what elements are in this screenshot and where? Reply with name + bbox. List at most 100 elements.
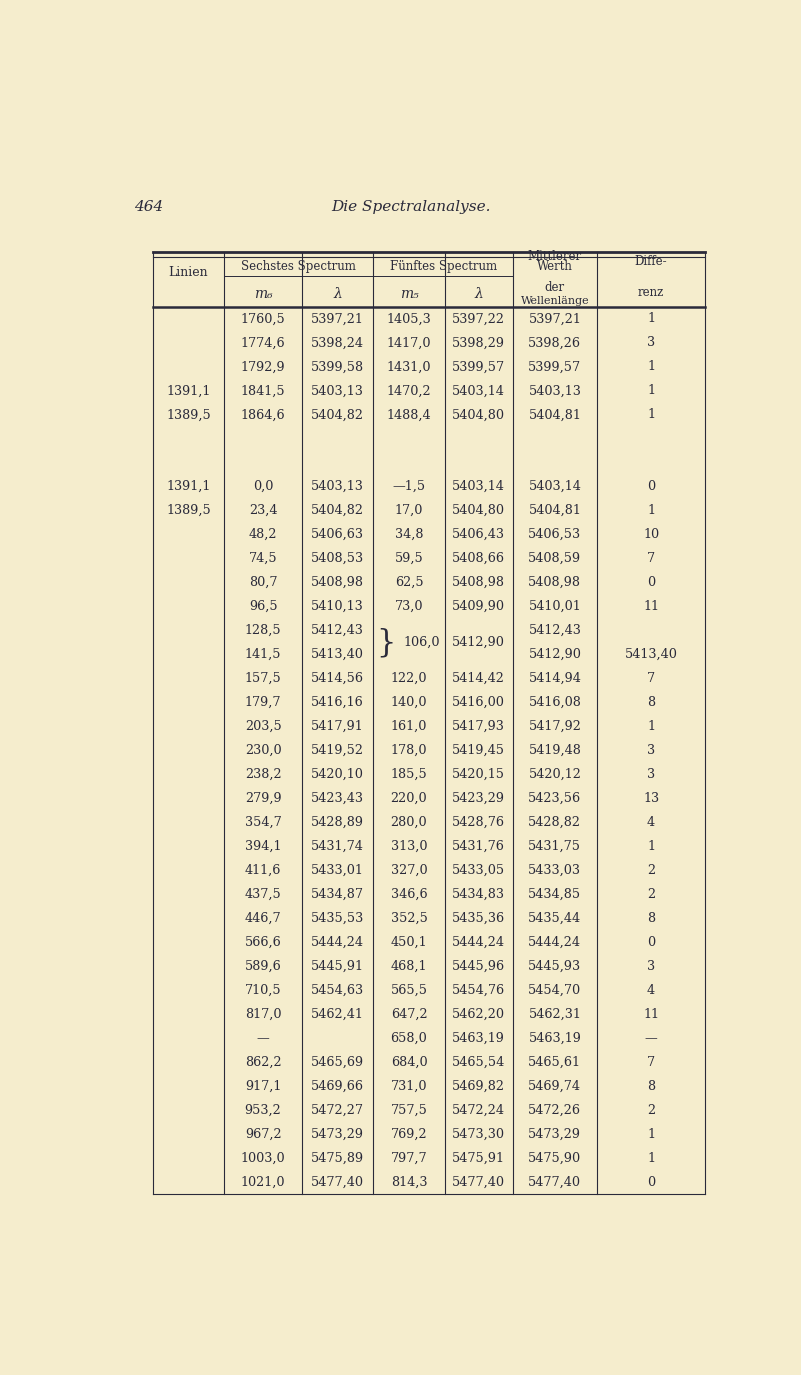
Text: 5406,63: 5406,63 — [311, 528, 364, 542]
Text: 5428,82: 5428,82 — [529, 815, 582, 829]
Text: 5403,13: 5403,13 — [311, 384, 364, 397]
Text: 5412,43: 5412,43 — [311, 624, 364, 637]
Text: 7: 7 — [647, 1056, 655, 1068]
Text: 1391,1: 1391,1 — [167, 480, 211, 494]
Text: 5463,19: 5463,19 — [529, 1031, 582, 1045]
Text: 1: 1 — [647, 312, 655, 326]
Text: 5414,56: 5414,56 — [311, 672, 364, 685]
Text: 5444,24: 5444,24 — [453, 936, 505, 949]
Text: 8: 8 — [647, 696, 655, 710]
Text: 5465,61: 5465,61 — [529, 1056, 582, 1068]
Text: 313,0: 313,0 — [391, 840, 427, 852]
Text: 5473,30: 5473,30 — [453, 1128, 505, 1141]
Text: 862,2: 862,2 — [245, 1056, 281, 1068]
Text: 967,2: 967,2 — [245, 1128, 281, 1141]
Text: 0: 0 — [647, 576, 655, 588]
Text: 280,0: 280,0 — [391, 815, 427, 829]
Text: 4: 4 — [647, 983, 655, 997]
Text: 1021,0: 1021,0 — [241, 1176, 285, 1188]
Text: 5434,83: 5434,83 — [453, 888, 505, 901]
Text: 5406,43: 5406,43 — [453, 528, 505, 542]
Text: 5416,16: 5416,16 — [312, 696, 364, 710]
Text: 710,5: 710,5 — [245, 983, 281, 997]
Text: 814,3: 814,3 — [391, 1176, 427, 1188]
Text: 0: 0 — [647, 1176, 655, 1188]
Text: Wellenlänge: Wellenlänge — [521, 296, 590, 305]
Text: 5428,76: 5428,76 — [453, 815, 505, 829]
Text: 5469,74: 5469,74 — [529, 1079, 582, 1093]
Text: 5397,22: 5397,22 — [453, 312, 505, 326]
Text: 128,5: 128,5 — [245, 624, 281, 637]
Text: 0,0: 0,0 — [253, 480, 273, 494]
Text: 647,2: 647,2 — [391, 1008, 427, 1020]
Text: 327,0: 327,0 — [391, 864, 427, 877]
Text: 5423,43: 5423,43 — [311, 792, 364, 804]
Text: 5403,13: 5403,13 — [311, 480, 364, 494]
Text: 5404,81: 5404,81 — [529, 505, 582, 517]
Text: 5403,13: 5403,13 — [529, 384, 582, 397]
Text: 5398,24: 5398,24 — [311, 337, 364, 349]
Text: 96,5: 96,5 — [249, 600, 277, 613]
Text: 5412,90: 5412,90 — [529, 648, 582, 661]
Text: 5420,10: 5420,10 — [311, 769, 364, 781]
Text: 5408,59: 5408,59 — [529, 553, 582, 565]
Text: 17,0: 17,0 — [395, 505, 423, 517]
Text: 5410,01: 5410,01 — [529, 600, 582, 613]
Text: 5433,03: 5433,03 — [529, 864, 582, 877]
Text: 5410,13: 5410,13 — [312, 600, 364, 613]
Text: 5469,82: 5469,82 — [453, 1079, 505, 1093]
Text: 468,1: 468,1 — [391, 960, 427, 972]
Text: 917,1: 917,1 — [245, 1079, 281, 1093]
Text: 5419,45: 5419,45 — [453, 744, 505, 758]
Text: 5404,82: 5404,82 — [311, 408, 364, 421]
Text: 817,0: 817,0 — [245, 1008, 281, 1020]
Text: 5403,14: 5403,14 — [529, 480, 582, 494]
Text: 5408,98: 5408,98 — [311, 576, 364, 588]
Text: 5408,98: 5408,98 — [529, 576, 582, 588]
Text: 3: 3 — [647, 960, 655, 972]
Text: 5408,53: 5408,53 — [311, 553, 364, 565]
Text: 394,1: 394,1 — [245, 840, 281, 852]
Text: 8: 8 — [647, 912, 655, 925]
Text: 797,7: 797,7 — [391, 1152, 427, 1165]
Text: 5431,75: 5431,75 — [529, 840, 582, 852]
Text: 684,0: 684,0 — [391, 1056, 427, 1068]
Text: 5444,24: 5444,24 — [311, 936, 364, 949]
Text: 589,6: 589,6 — [244, 960, 281, 972]
Text: 3: 3 — [647, 337, 655, 349]
Text: 5463,19: 5463,19 — [453, 1031, 505, 1045]
Text: Die Spectralanalyse.: Die Spectralanalyse. — [331, 201, 490, 214]
Text: 0: 0 — [647, 936, 655, 949]
Text: 2: 2 — [647, 1104, 655, 1116]
Text: 10: 10 — [643, 528, 659, 542]
Text: 5431,76: 5431,76 — [453, 840, 505, 852]
Text: 5403,14: 5403,14 — [453, 480, 505, 494]
Text: 437,5: 437,5 — [244, 888, 281, 901]
Text: 1: 1 — [647, 360, 655, 374]
Text: 34,8: 34,8 — [395, 528, 423, 542]
Text: 5408,66: 5408,66 — [453, 553, 505, 565]
Text: 953,2: 953,2 — [244, 1104, 281, 1116]
Text: 5444,24: 5444,24 — [529, 936, 582, 949]
Text: λ: λ — [474, 287, 483, 301]
Text: 464: 464 — [135, 201, 163, 214]
Text: 5419,48: 5419,48 — [529, 744, 582, 758]
Text: 74,5: 74,5 — [249, 553, 277, 565]
Text: 5472,26: 5472,26 — [529, 1104, 582, 1116]
Text: 178,0: 178,0 — [391, 744, 427, 758]
Text: 7: 7 — [647, 672, 655, 685]
Text: 62,5: 62,5 — [395, 576, 423, 588]
Text: 5462,41: 5462,41 — [311, 1008, 364, 1020]
Text: 1389,5: 1389,5 — [167, 505, 211, 517]
Text: —: — — [645, 1031, 658, 1045]
Text: 179,7: 179,7 — [245, 696, 281, 710]
Text: —: — — [256, 1031, 269, 1045]
Text: 5408,98: 5408,98 — [453, 576, 505, 588]
Text: 5399,57: 5399,57 — [529, 360, 582, 374]
Text: 8: 8 — [647, 1079, 655, 1093]
Text: 5399,57: 5399,57 — [453, 360, 505, 374]
Text: 5404,80: 5404,80 — [453, 505, 505, 517]
Text: der: der — [545, 282, 565, 294]
Text: 446,7: 446,7 — [245, 912, 281, 925]
Text: 5406,53: 5406,53 — [529, 528, 582, 542]
